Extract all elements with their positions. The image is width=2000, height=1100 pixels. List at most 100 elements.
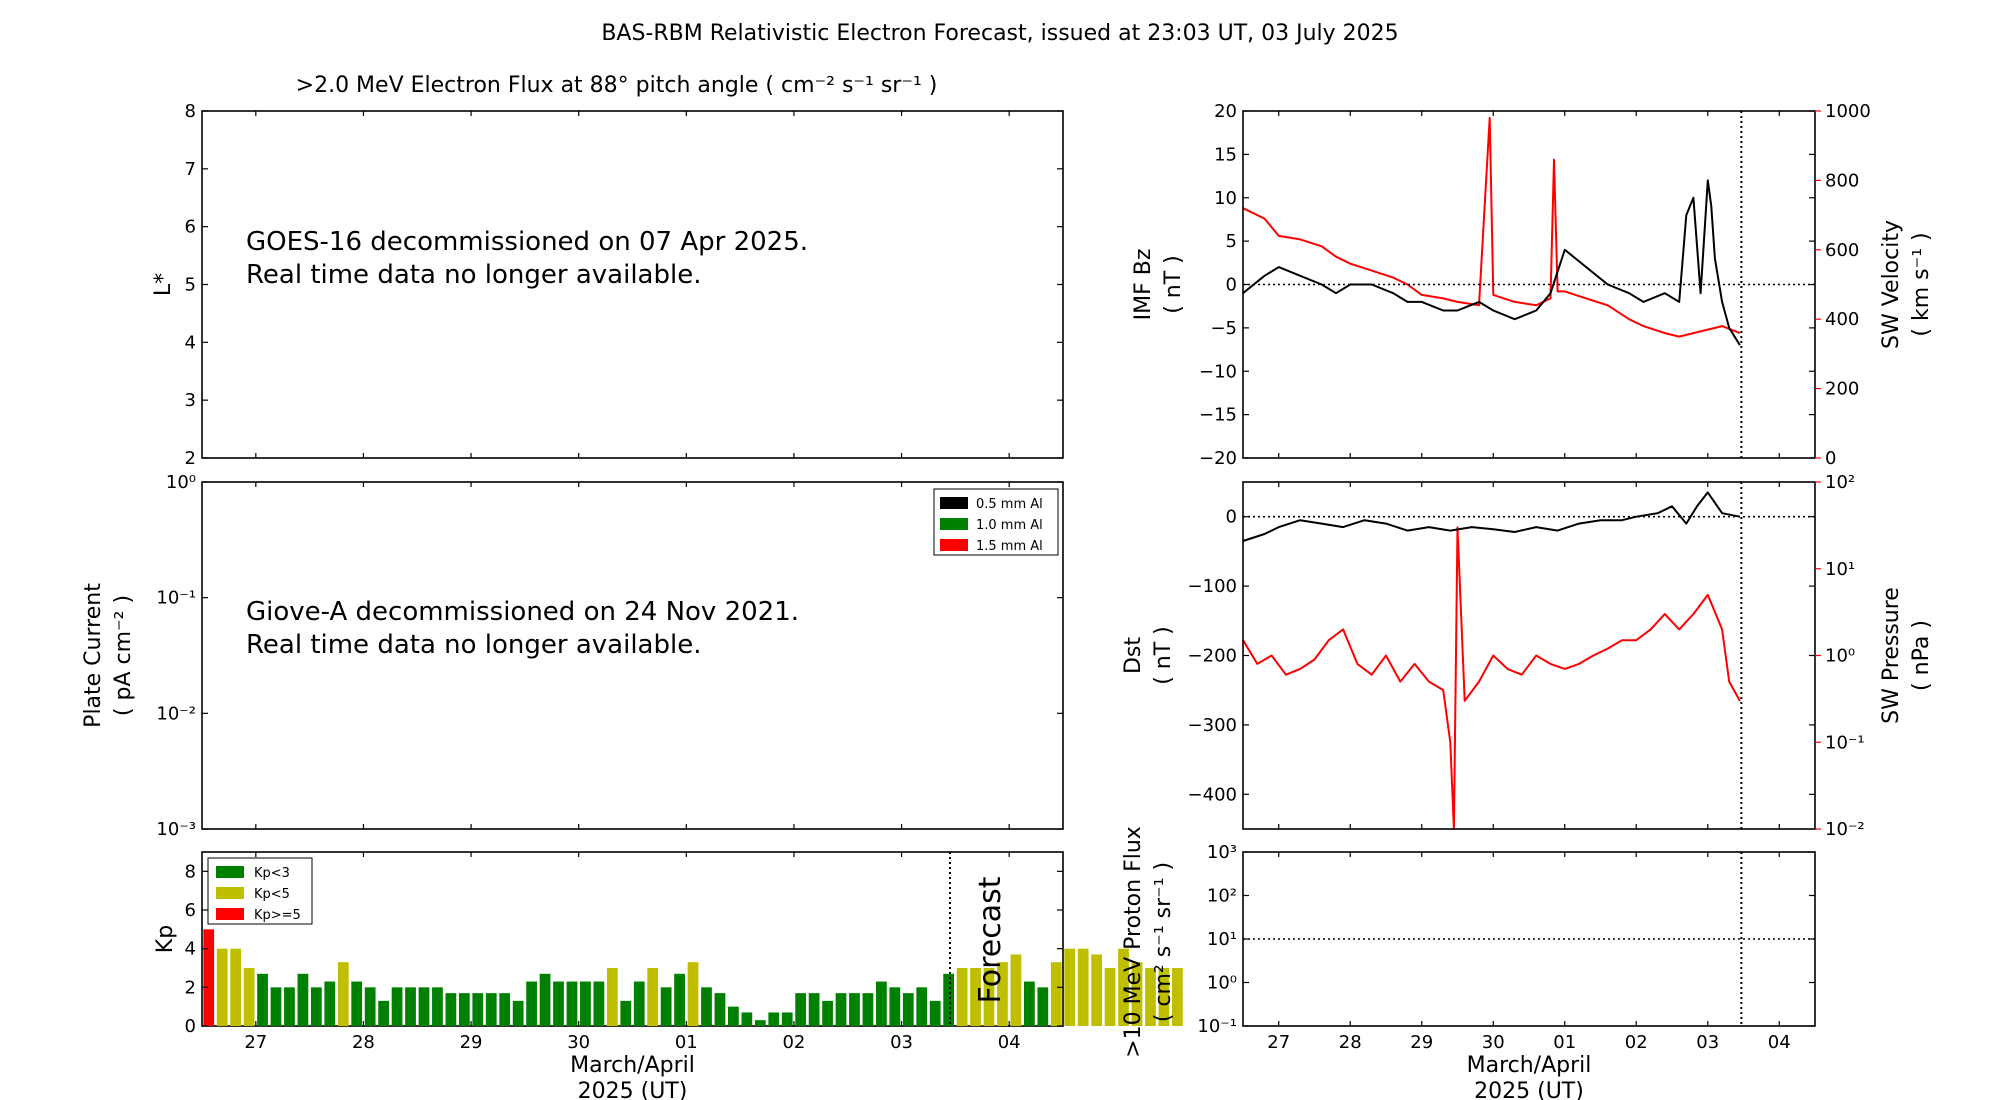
kp-legend-label: Kp>=5 xyxy=(254,908,301,923)
kp-bar xyxy=(351,981,363,1026)
y-tick-label: −300 xyxy=(1188,715,1237,736)
kp-bar xyxy=(701,987,712,1026)
kp-bar xyxy=(647,968,659,1026)
y-tick-label: 8 xyxy=(185,861,196,882)
y2-tick-label: 10⁻¹ xyxy=(1825,732,1865,753)
y-tick-label: 0 xyxy=(1226,507,1237,528)
flux-annotation-line: Real time data no longer available. xyxy=(246,260,701,290)
y-tick-label: 0 xyxy=(185,1016,196,1037)
kp-bar xyxy=(876,981,887,1026)
kp-bar xyxy=(714,993,726,1026)
y-tick-label: 10⁻² xyxy=(156,703,196,724)
kp-bar xyxy=(1091,954,1103,1026)
sw-velocity-label: SW Velocity xyxy=(1879,220,1904,349)
x-tick-label: 29 xyxy=(460,1032,483,1053)
y-tick-label: 20 xyxy=(1214,101,1237,122)
kp-bar xyxy=(257,973,268,1026)
y2-tick-label: 1000 xyxy=(1825,101,1871,122)
kp-bar xyxy=(458,993,470,1026)
kp-bar xyxy=(728,1006,739,1026)
figure-title: BAS-RBM Relativistic Electron Forecast, … xyxy=(601,21,1398,46)
kp-bar xyxy=(687,962,699,1026)
x-tick-label: 30 xyxy=(567,1032,590,1053)
y-tick-label: 6 xyxy=(185,217,196,238)
kp-bar xyxy=(983,968,995,1026)
kp-bar xyxy=(391,987,403,1026)
y-tick-label: 10⁰ xyxy=(1207,973,1237,994)
y-tick-label: 3 xyxy=(185,390,196,411)
plate-plot-frame xyxy=(201,481,1064,830)
kp-bar xyxy=(364,987,376,1026)
kp-bar xyxy=(472,993,484,1026)
kp-legend-swatch xyxy=(216,908,244,920)
kp-bar xyxy=(1064,948,1076,1026)
x-tick-label: 28 xyxy=(352,1032,375,1053)
sw-pressure-line xyxy=(1242,526,1741,830)
x-tick-label: 03 xyxy=(890,1032,913,1053)
proton-x-label-line2: 2025 (UT) xyxy=(1474,1079,1584,1100)
x-tick-label: 04 xyxy=(998,1032,1021,1053)
x-tick-label: 30 xyxy=(1482,1032,1505,1053)
kp-legend-label: Kp<3 xyxy=(254,866,290,881)
y-tick-label: −100 xyxy=(1188,576,1237,597)
y2-tick-label: 200 xyxy=(1825,379,1859,400)
kp-bar xyxy=(795,993,807,1026)
kp-bar xyxy=(822,1000,833,1026)
plate-annotation-line: Giove-A decommissioned on 24 Nov 2021. xyxy=(246,597,799,627)
kp-bar xyxy=(781,1012,793,1026)
kp-y-label: Kp xyxy=(153,925,178,953)
kp-bar xyxy=(1118,948,1129,1026)
kp-bar xyxy=(270,987,282,1026)
dst-y-label-units: ( nT ) xyxy=(1151,626,1176,685)
kp-bar xyxy=(378,1000,389,1026)
y-tick-label: 5 xyxy=(185,275,196,296)
kp-legend-swatch xyxy=(216,866,244,878)
y-tick-label: 4 xyxy=(185,939,196,960)
y-tick-label: 8 xyxy=(185,101,196,122)
kp-bar xyxy=(1131,962,1143,1026)
kp-bar xyxy=(835,993,847,1026)
kp-bar xyxy=(243,968,255,1026)
kp-bar xyxy=(324,981,336,1026)
y-tick-label: −5 xyxy=(1210,318,1237,339)
kp-bar xyxy=(1171,968,1183,1026)
kp-legend-label: Kp<5 xyxy=(254,887,290,902)
y-tick-label: −10 xyxy=(1199,361,1237,382)
plate-annotation-line: Real time data no longer available. xyxy=(246,630,701,660)
kp-bar xyxy=(418,987,430,1026)
x-tick-label: 02 xyxy=(1625,1032,1648,1053)
sw-pressure-label: SW Pressure xyxy=(1879,587,1904,724)
imf-y-label: IMF Bz xyxy=(1131,249,1156,321)
kp-bar xyxy=(741,1012,753,1026)
kp-bar xyxy=(660,987,672,1026)
kp-bar xyxy=(539,973,551,1026)
kp-bar xyxy=(889,987,901,1026)
y2-tick-label: 10² xyxy=(1825,472,1855,493)
kp-bar xyxy=(902,993,914,1026)
x-tick-label: 01 xyxy=(675,1032,698,1053)
plate-legend-swatch xyxy=(940,497,968,509)
y-tick-label: 10¹ xyxy=(1207,929,1237,950)
dst-line xyxy=(1242,491,1741,542)
dst-y-label: Dst xyxy=(1121,637,1146,674)
plate-legend-label: 0.5 mm Al xyxy=(976,497,1043,512)
y-tick-label: 10⁰ xyxy=(166,472,196,493)
y2-tick-label: 10⁻² xyxy=(1825,819,1865,840)
y-tick-label: 10² xyxy=(1207,886,1237,907)
imf-bz-line xyxy=(1242,179,1741,346)
kp-bar xyxy=(526,981,537,1026)
kp-bar xyxy=(1010,954,1022,1026)
y-tick-label: 4 xyxy=(185,332,196,353)
y-tick-label: 2 xyxy=(185,977,196,998)
dst-plot-frame xyxy=(1242,481,1816,830)
kp-bar xyxy=(203,929,215,1026)
kp-plot-frame xyxy=(201,851,1064,1027)
plate-legend-label: 1.0 mm Al xyxy=(976,518,1043,533)
plate-legend-label: 1.5 mm Al xyxy=(976,539,1043,554)
y-tick-label: 10³ xyxy=(1207,842,1237,863)
x-tick-label: 02 xyxy=(782,1032,805,1053)
kp-x-label: March/April xyxy=(570,1053,695,1078)
kp-bar xyxy=(580,981,591,1026)
kp-bar xyxy=(1023,981,1035,1026)
y-tick-label: 6 xyxy=(185,900,196,921)
